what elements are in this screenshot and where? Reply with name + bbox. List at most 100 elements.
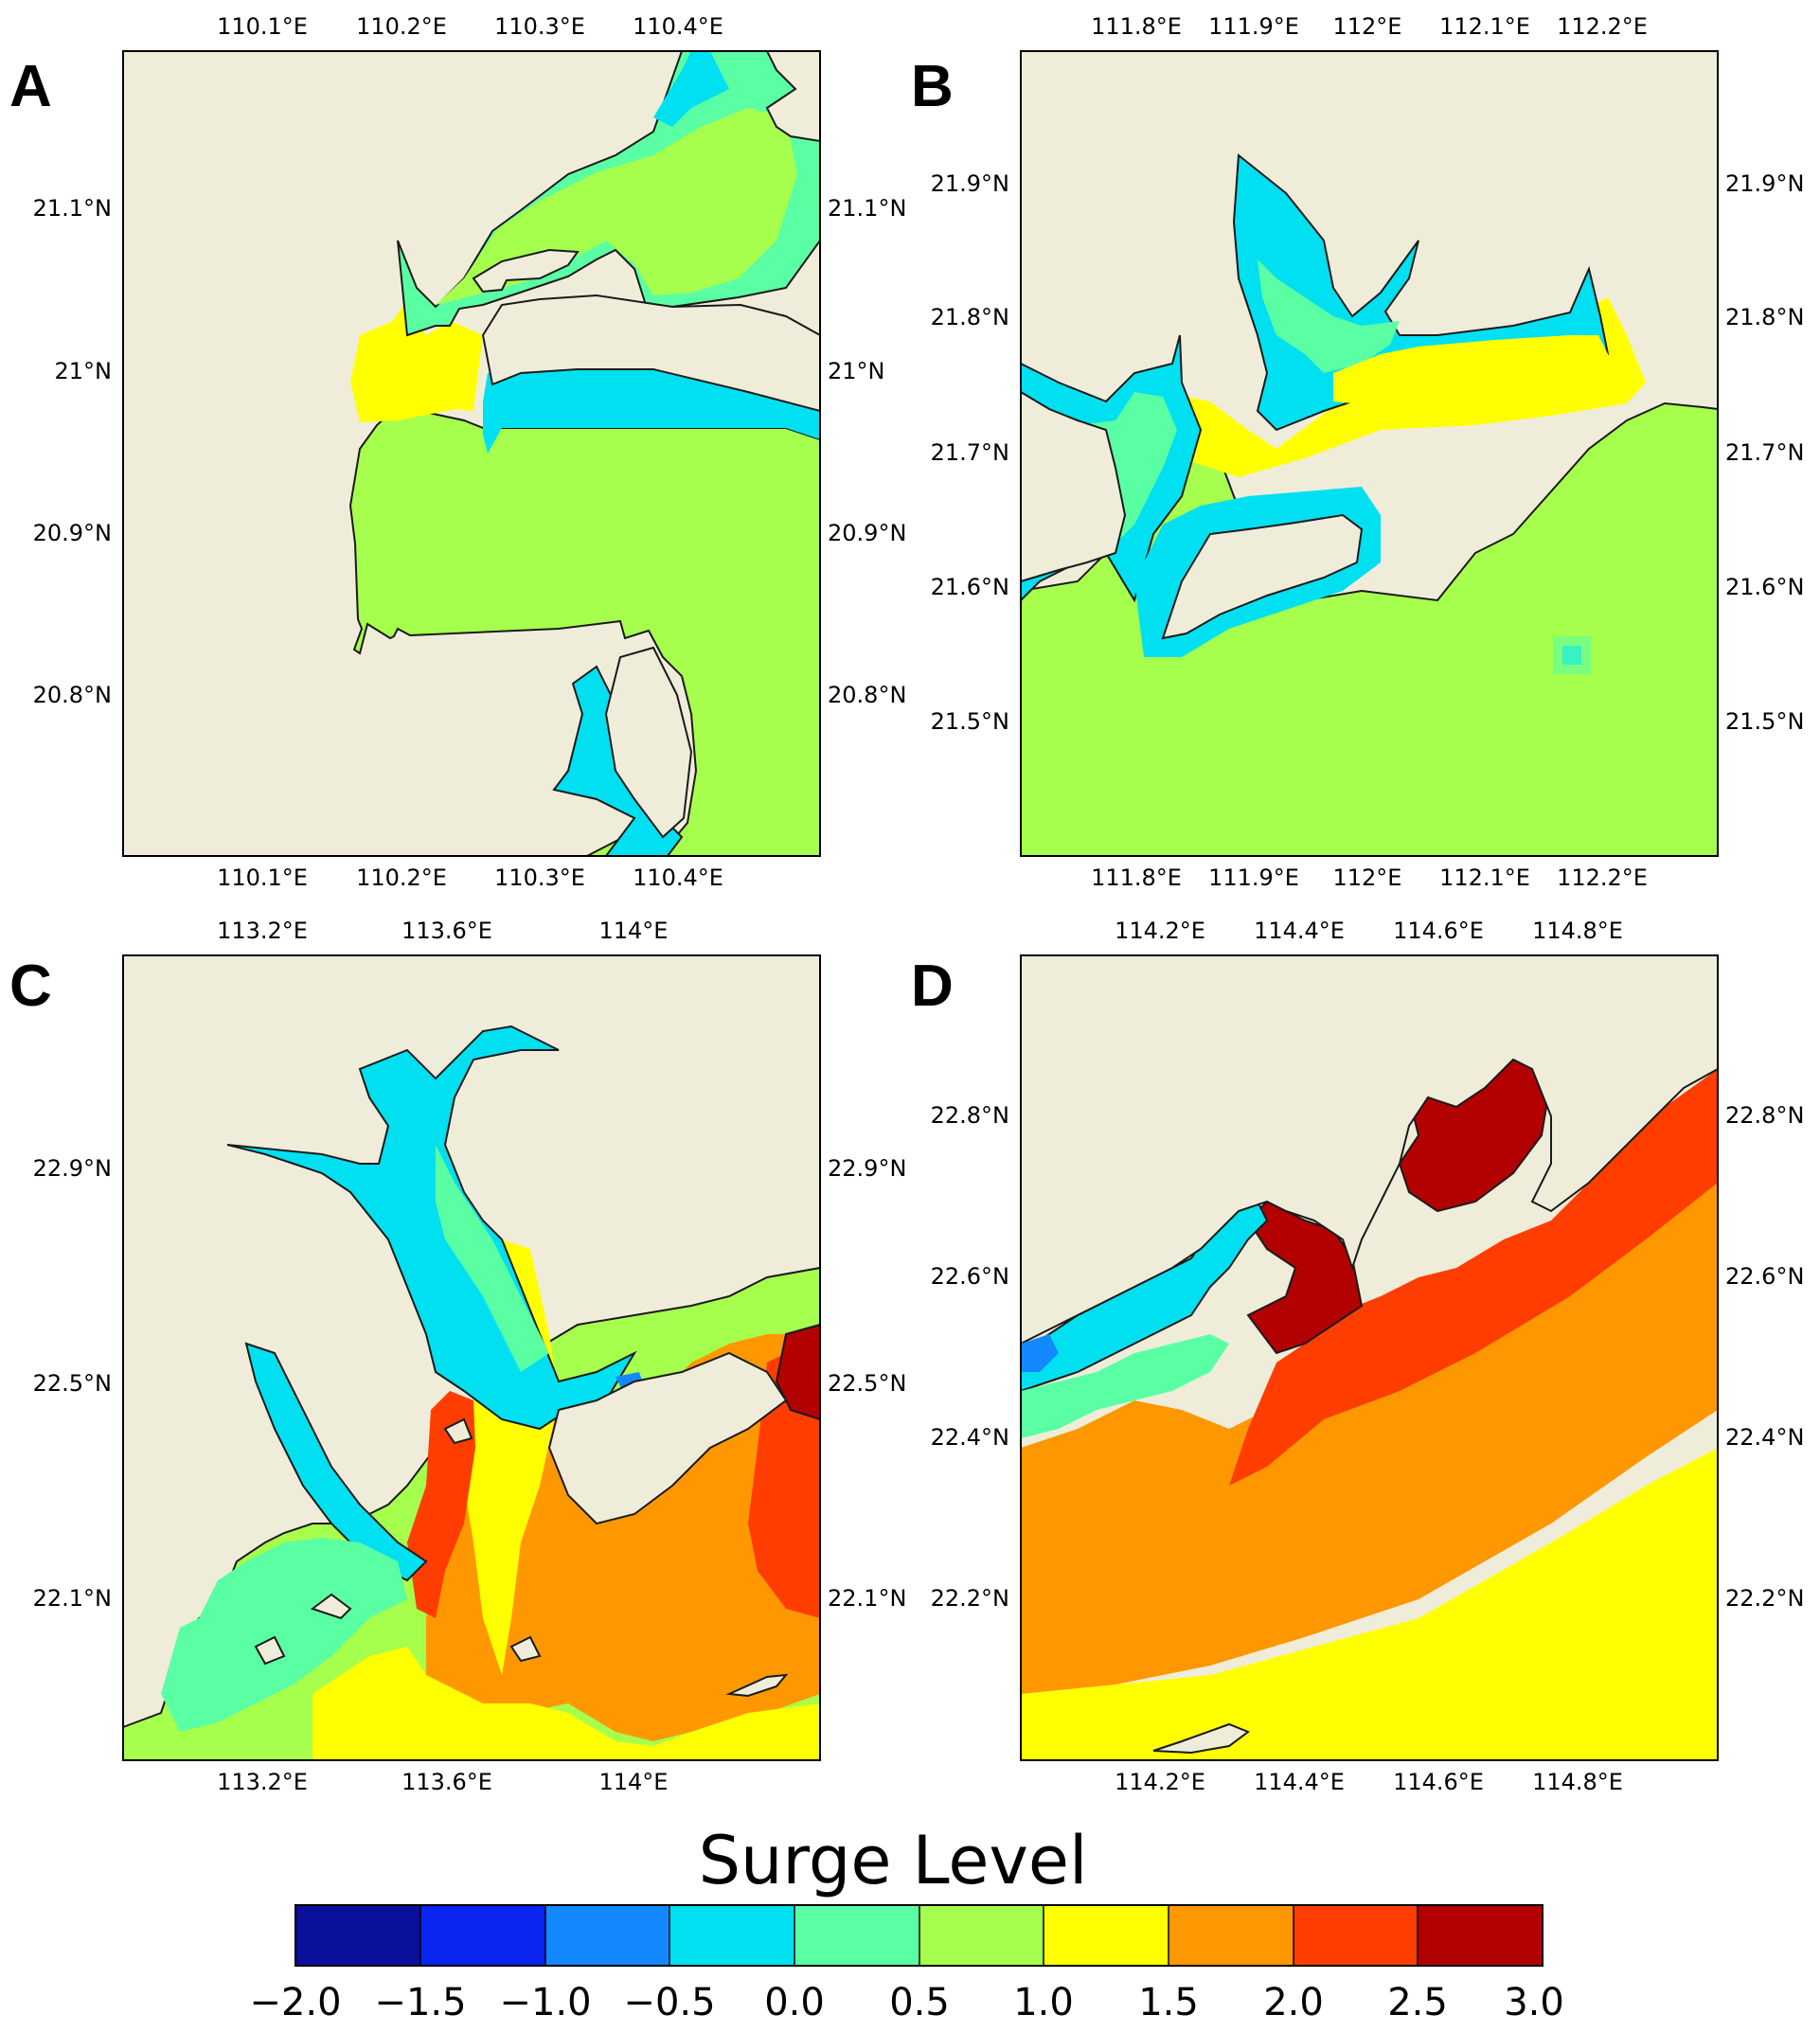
left-tick: 22.8°N xyxy=(931,1102,1009,1129)
left-tick: 21.1°N xyxy=(33,195,112,222)
right-tick: 21.5°N xyxy=(1725,708,1804,735)
panel-c-map xyxy=(123,955,820,1760)
colorbar-label: −1.5 xyxy=(374,1981,466,2024)
right-tick: 22.1°N xyxy=(828,1585,906,1612)
right-tick: 22.4°N xyxy=(1725,1424,1804,1451)
left-tick: 22.6°N xyxy=(931,1263,1009,1290)
bottom-tick: 114°E xyxy=(599,1769,669,1795)
colorbar-swatch xyxy=(919,1905,1044,1966)
top-tick: 114.8°E xyxy=(1532,918,1623,944)
right-tick: 22.5°N xyxy=(828,1370,906,1397)
colorbar-swatch xyxy=(295,1905,420,1966)
colorbar-swatch xyxy=(1169,1905,1294,1966)
sea-surge-0.5-1.0-spot xyxy=(1553,636,1591,674)
colorbar-labels: −2.0 −1.5 −1.0 −0.5 0.0 0.5 1.0 1.5 2.0 … xyxy=(249,1981,1563,2024)
colorbar-swatch xyxy=(794,1905,919,1966)
colorbar-label: 2.5 xyxy=(1387,1981,1448,2024)
left-tick: 22.9°N xyxy=(33,1155,112,1182)
left-tick: 22.4°N xyxy=(931,1424,1009,1451)
top-tick: 111.9°E xyxy=(1208,13,1299,40)
colorbar-swatch xyxy=(1418,1905,1543,1966)
top-tick: 113.6°E xyxy=(401,918,492,944)
colorbar-swatch xyxy=(1044,1905,1169,1966)
colorbar-swatch xyxy=(420,1905,545,1966)
top-tick: 112°E xyxy=(1333,13,1402,40)
left-tick: 21.7°N xyxy=(931,439,1009,466)
colorbar-label: 1.0 xyxy=(1013,1981,1074,2024)
right-tick: 22.8°N xyxy=(1725,1102,1804,1129)
colorbar-title: Surge Level xyxy=(699,1822,1088,1899)
panel-a xyxy=(123,51,820,856)
bottom-tick: 114.2°E xyxy=(1115,1769,1205,1795)
left-tick: 22.5°N xyxy=(33,1370,112,1397)
bottom-tick: 113.6°E xyxy=(401,1769,492,1795)
colorbar-label: −1.0 xyxy=(499,1981,591,2024)
colorbar-swatches xyxy=(295,1905,1543,1966)
colorbar-swatch xyxy=(545,1905,669,1966)
colorbar-swatch xyxy=(1294,1905,1418,1966)
bottom-tick: 114.6°E xyxy=(1393,1769,1484,1795)
left-tick: 20.8°N xyxy=(33,682,112,708)
right-tick: 21°N xyxy=(828,358,885,384)
colorbar-label: 2.0 xyxy=(1263,1981,1324,2024)
colorbar-label: −2.0 xyxy=(249,1981,341,2024)
panel-b xyxy=(1021,51,1718,856)
right-tick: 21.1°N xyxy=(828,195,906,222)
panel-d xyxy=(1021,955,1718,1760)
colorbar-label: 1.5 xyxy=(1138,1981,1199,2024)
left-tick: 21.8°N xyxy=(931,304,1009,330)
right-tick: 22.9°N xyxy=(828,1155,906,1182)
top-tick: 114.4°E xyxy=(1254,918,1345,944)
top-tick: 110.4°E xyxy=(633,13,723,40)
bottom-tick: 110.2°E xyxy=(356,864,447,891)
top-tick: 114.2°E xyxy=(1115,918,1205,944)
right-tick: 20.9°N xyxy=(828,520,906,546)
right-tick: 20.8°N xyxy=(828,682,906,708)
panel-letter-c: C xyxy=(9,954,52,1019)
colorbar: Surge Level −2.0 −1.5 −1.0 xyxy=(249,1822,1563,2024)
left-tick: 22.2°N xyxy=(931,1585,1009,1612)
panel-c xyxy=(123,955,820,1760)
right-tick: 21.8°N xyxy=(1725,304,1804,330)
left-tick: 20.9°N xyxy=(33,520,112,546)
top-tick: 113.2°E xyxy=(217,918,308,944)
bottom-tick: 110.1°E xyxy=(217,864,308,891)
left-tick: 21.5°N xyxy=(931,708,1009,735)
left-tick: 21°N xyxy=(55,358,113,384)
panel-letter-a: A xyxy=(9,54,52,119)
panel-a-map xyxy=(123,51,820,856)
bottom-tick: 112°E xyxy=(1333,864,1402,891)
left-tick: 22.1°N xyxy=(33,1585,112,1612)
right-tick: 22.6°N xyxy=(1725,1263,1804,1290)
top-tick: 112.1°E xyxy=(1439,13,1530,40)
top-tick: 114.6°E xyxy=(1393,918,1484,944)
colorbar-label: 0.0 xyxy=(764,1981,825,2024)
colorbar-swatch xyxy=(669,1905,794,1966)
left-tick: 21.9°N xyxy=(931,170,1009,197)
bottom-tick: 112.2°E xyxy=(1557,864,1648,891)
bottom-tick: 114.4°E xyxy=(1254,1769,1345,1795)
bottom-tick: 113.2°E xyxy=(217,1769,308,1795)
bottom-tick: 111.9°E xyxy=(1208,864,1299,891)
bottom-tick: 110.4°E xyxy=(633,864,723,891)
top-tick: 110.2°E xyxy=(356,13,447,40)
colorbar-label: 3.0 xyxy=(1504,1981,1564,2024)
top-tick: 112.2°E xyxy=(1557,13,1648,40)
top-tick: 110.3°E xyxy=(494,13,585,40)
bottom-tick: 114.8°E xyxy=(1532,1769,1623,1795)
bottom-tick: 111.8°E xyxy=(1091,864,1182,891)
panel-d-map xyxy=(1021,955,1718,1760)
bottom-tick: 110.3°E xyxy=(494,864,585,891)
right-tick: 22.2°N xyxy=(1725,1585,1804,1612)
colorbar-label: −0.5 xyxy=(623,1981,715,2024)
colorbar-label: 0.5 xyxy=(889,1981,950,2024)
top-tick: 110.1°E xyxy=(217,13,308,40)
right-tick: 21.7°N xyxy=(1725,439,1804,466)
top-tick: 111.8°E xyxy=(1091,13,1182,40)
left-tick: 21.6°N xyxy=(931,574,1009,600)
panel-letter-b: B xyxy=(911,54,954,119)
panel-b-map xyxy=(1021,51,1718,856)
bottom-tick: 112.1°E xyxy=(1439,864,1530,891)
panel-letter-d: D xyxy=(911,954,954,1019)
